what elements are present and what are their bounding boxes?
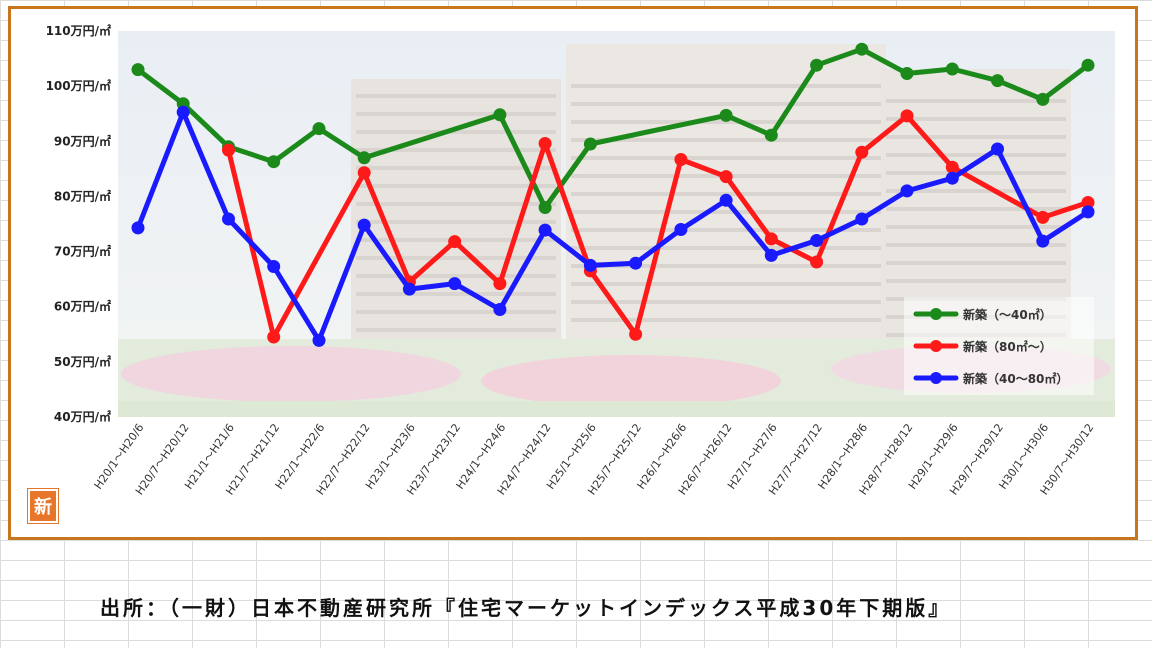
data-point xyxy=(176,105,190,119)
data-point xyxy=(1081,58,1095,72)
data-point xyxy=(945,171,959,185)
data-point xyxy=(764,128,778,142)
data-point xyxy=(538,137,552,150)
data-point xyxy=(131,221,145,235)
data-point xyxy=(719,108,733,122)
data-point xyxy=(900,109,914,123)
data-point xyxy=(538,223,552,237)
data-point xyxy=(810,255,824,269)
data-point xyxy=(945,62,959,76)
data-point xyxy=(674,223,688,236)
data-point xyxy=(855,145,869,159)
data-point xyxy=(991,74,1004,88)
data-point xyxy=(764,248,778,262)
series-line xyxy=(135,109,1091,343)
data-point xyxy=(493,277,507,291)
data-point xyxy=(448,235,462,249)
chart-frame: 40万円/㎡ 50万円/㎡ 60万円/㎡ 70万円/㎡ 80万円/㎡ 90万円/㎡ 100万… xyxy=(8,6,1138,540)
y-tick-label: 60万円/㎡ xyxy=(54,299,111,314)
data-point xyxy=(267,155,281,169)
y-tick-label: 50万円/㎡ xyxy=(54,354,111,369)
data-point xyxy=(719,193,733,207)
legend-label: 新築（80㎡～） xyxy=(963,339,1052,354)
data-point xyxy=(629,256,643,270)
legend-swatch-marker xyxy=(930,308,942,320)
y-tick-label: 80万円/㎡ xyxy=(54,188,111,203)
legend-label: 新築（～40㎡） xyxy=(963,307,1052,322)
legend-swatch-marker xyxy=(930,340,942,352)
background-photo xyxy=(118,31,1115,417)
data-point xyxy=(810,234,824,247)
data-point xyxy=(855,212,869,226)
data-point xyxy=(1081,196,1095,209)
data-point xyxy=(855,42,869,56)
data-point xyxy=(131,63,145,77)
data-point xyxy=(493,303,507,316)
data-point xyxy=(900,67,914,80)
data-point xyxy=(448,277,462,291)
data-point xyxy=(267,260,281,273)
data-point xyxy=(991,142,1004,156)
data-point xyxy=(357,151,371,165)
source-note: 出所：（一財）日本不動産研究所『住宅マーケットインデックス平成30年下期版』 xyxy=(100,596,952,620)
data-point xyxy=(538,201,552,214)
line-chart: 40万円/㎡ 50万円/㎡ 60万円/㎡ 70万円/㎡ 80万円/㎡ 90万円/㎡ 100万… xyxy=(46,23,1115,497)
y-tick-label: 40万円/㎡ xyxy=(54,409,111,424)
legend-label: 新築（40～80㎡） xyxy=(963,371,1068,386)
data-point xyxy=(1036,210,1050,224)
data-point xyxy=(583,258,597,272)
data-point xyxy=(493,108,507,122)
data-point xyxy=(629,327,643,341)
data-point xyxy=(357,166,371,180)
data-point xyxy=(222,212,235,226)
y-tick-label: 110万円/㎡ xyxy=(46,23,111,38)
data-point xyxy=(1036,234,1050,248)
data-point xyxy=(810,58,824,72)
legend-swatch-marker xyxy=(930,372,942,384)
y-tick-label: 70万円/㎡ xyxy=(54,244,111,259)
data-point xyxy=(719,170,733,184)
data-point xyxy=(402,282,416,296)
data-point xyxy=(764,232,778,246)
data-point xyxy=(674,153,688,166)
data-point xyxy=(1081,205,1095,219)
data-point xyxy=(583,137,597,151)
data-point xyxy=(945,160,959,174)
data-point xyxy=(222,143,235,157)
y-tick-label: 90万円/㎡ xyxy=(54,133,111,148)
data-point xyxy=(1036,92,1050,106)
data-point xyxy=(312,122,326,136)
series-2 xyxy=(131,105,1095,347)
series-line xyxy=(135,46,1091,210)
y-tick-label: 100万円/㎡ xyxy=(46,78,111,93)
data-point xyxy=(267,330,281,344)
series-0 xyxy=(131,42,1095,214)
new-badge: 新 xyxy=(28,489,58,523)
data-point xyxy=(357,218,371,232)
data-point xyxy=(900,184,914,198)
data-point xyxy=(312,333,326,347)
